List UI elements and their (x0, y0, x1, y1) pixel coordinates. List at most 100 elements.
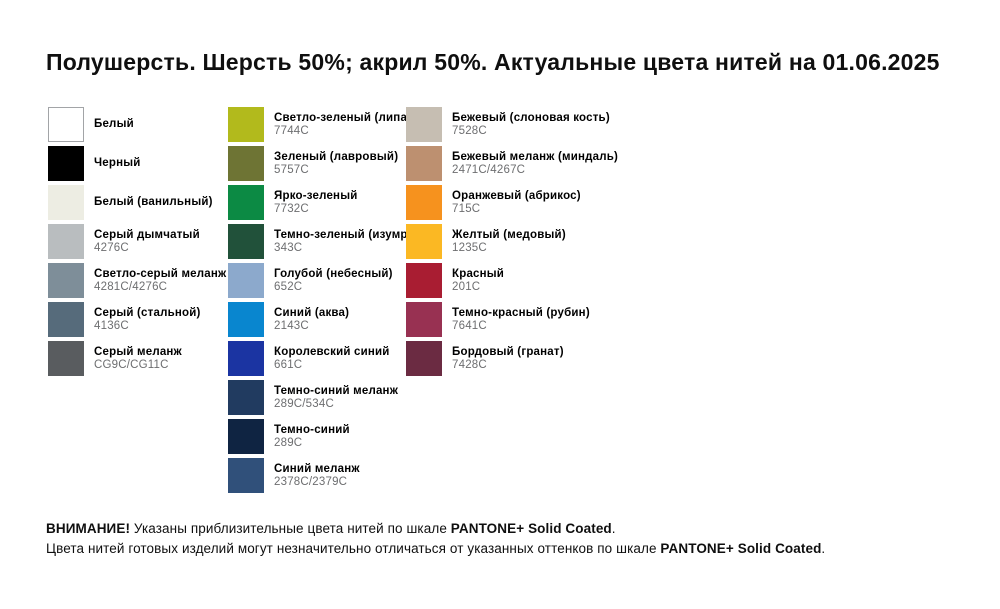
color-swatch (406, 185, 442, 220)
color-row: Серый дымчатый 4276C (48, 224, 226, 259)
color-name: Бордовый (гранат) (452, 345, 564, 358)
color-swatch (228, 146, 264, 181)
color-row: Темно-синий меланж 289C/534C (228, 380, 425, 415)
color-row: Светло-зеленый (липа) 7744C (228, 107, 425, 142)
pantone-scale-name: PANTONE+ Solid Coated (660, 540, 822, 556)
color-label: Королевский синий 661C (274, 341, 390, 376)
color-name: Бежевый (слоновая кость) (452, 111, 610, 124)
color-code: 201C (452, 280, 481, 293)
color-label: Темно-синий меланж 289C/534C (274, 380, 398, 415)
color-code: 289C/534C (274, 397, 334, 410)
color-label: Темно-красный (рубин) 7641C (452, 302, 590, 337)
color-row: Ярко-зеленый 7732C (228, 185, 425, 220)
color-name: Серый меланж (94, 345, 182, 358)
color-row: Оранжевый (абрикос) 715C (406, 185, 618, 220)
column-greens-blues: Светло-зеленый (липа) 7744C Зеленый (лав… (228, 107, 425, 497)
color-row: Темно-синий 289C (228, 419, 425, 454)
color-row: Светло-серый меланж 4281C/4276C (48, 263, 226, 298)
color-code: 7428C (452, 358, 487, 371)
color-swatch (48, 302, 84, 337)
pantone-scale-name: PANTONE+ Solid Coated (450, 521, 612, 536)
color-swatch (48, 224, 84, 259)
color-name: Темно-зеленый (изумруд) (274, 228, 426, 241)
color-code: 2471C/4267C (452, 163, 526, 176)
column-warm-colors: Бежевый (слоновая кость) 7528C Бежевый м… (406, 107, 618, 380)
color-swatch (228, 107, 264, 142)
color-name: Темно-синий (274, 423, 350, 436)
color-name: Ярко-зеленый (274, 189, 358, 202)
color-swatch (406, 341, 442, 376)
color-code: 715C (452, 202, 481, 215)
color-swatch (228, 263, 264, 298)
color-name: Черный (94, 157, 141, 169)
color-swatch (406, 224, 442, 259)
color-name: Темно-красный (рубин) (452, 306, 590, 319)
color-row: Красный 201C (406, 263, 618, 298)
color-row: Бежевый меланж (миндаль) 2471C/4267C (406, 146, 618, 181)
color-name: Серый дымчатый (94, 228, 200, 241)
color-swatch (48, 107, 84, 142)
color-row: Зеленый (лавровый) 5757C (228, 146, 425, 181)
color-label: Темно-синий 289C (274, 419, 350, 454)
color-code: 289C (274, 436, 303, 449)
color-name: Светло-зеленый (липа) (274, 111, 412, 124)
attention-label: ВНИМАНИЕ! (46, 521, 131, 536)
color-row: Синий меланж 2378C/2379C (228, 458, 425, 493)
color-row: Желтый (медовый) 1235C (406, 224, 618, 259)
color-name: Серый (стальной) (94, 306, 201, 319)
color-label: Белый (94, 107, 134, 142)
color-code: 5757C (274, 163, 309, 176)
color-label: Желтый (медовый) 1235C (452, 224, 566, 259)
color-swatch (48, 341, 84, 376)
color-row: Белый (ванильный) (48, 185, 226, 220)
color-row: Бежевый (слоновая кость) 7528C (406, 107, 618, 142)
color-code: 7528C (452, 124, 487, 137)
color-swatch (228, 185, 264, 220)
color-name: Желтый (медовый) (452, 228, 566, 241)
color-name: Красный (452, 267, 505, 280)
color-label: Синий (аква) 2143C (274, 302, 349, 337)
color-name: Королевский синий (274, 345, 390, 358)
disclaimer-line-2: Цвета нитей готовых изделий могут незнач… (46, 540, 826, 556)
color-code: 2143C (274, 319, 309, 332)
color-swatch (406, 146, 442, 181)
color-label: Синий меланж 2378C/2379C (274, 458, 360, 493)
color-label: Серый (стальной) 4136C (94, 302, 201, 337)
color-row: Королевский синий 661C (228, 341, 425, 376)
color-code: 4276C (94, 241, 129, 254)
color-row: Серый (стальной) 4136C (48, 302, 226, 337)
color-label: Зеленый (лавровый) 5757C (274, 146, 398, 181)
color-code: 652C (274, 280, 303, 293)
color-code: 7641C (452, 319, 487, 332)
color-row: Серый меланж CG9C/CG11C (48, 341, 226, 376)
color-name: Светло-серый меланж (94, 267, 227, 280)
color-swatch (406, 107, 442, 142)
color-row: Синий (аква) 2143C (228, 302, 425, 337)
color-code: 4281C/4276C (94, 280, 168, 293)
color-swatch (48, 263, 84, 298)
color-code: 7744C (274, 124, 309, 137)
color-label: Красный 201C (452, 263, 504, 298)
color-name: Зеленый (лавровый) (274, 150, 399, 163)
color-code: 343C (274, 241, 303, 254)
color-row: Черный (48, 146, 226, 181)
color-swatch (228, 458, 264, 493)
color-swatch (228, 302, 264, 337)
color-name: Синий (аква) (274, 306, 350, 319)
color-label: Бежевый (слоновая кость) 7528C (452, 107, 610, 142)
color-swatch (228, 224, 264, 259)
color-label: Серый меланж CG9C/CG11C (94, 341, 182, 376)
color-swatch (48, 185, 84, 220)
color-swatch (48, 146, 84, 181)
color-row: Бордовый (гранат) 7428C (406, 341, 618, 376)
color-swatch (406, 302, 442, 337)
color-code: 4136C (94, 319, 129, 332)
color-name: Оранжевый (абрикос) (452, 189, 581, 202)
color-label: Светло-серый меланж 4281C/4276C (94, 263, 226, 298)
color-label: Бежевый меланж (миндаль) 2471C/4267C (452, 146, 618, 181)
color-name: Белый (94, 118, 134, 130)
color-row: Темно-красный (рубин) 7641C (406, 302, 618, 337)
color-name: Белый (ванильный) (94, 196, 213, 208)
color-code: 7732C (274, 202, 309, 215)
pantone-disclaimer: ВНИМАНИЕ! Указаны приблизительные цвета … (46, 519, 825, 558)
